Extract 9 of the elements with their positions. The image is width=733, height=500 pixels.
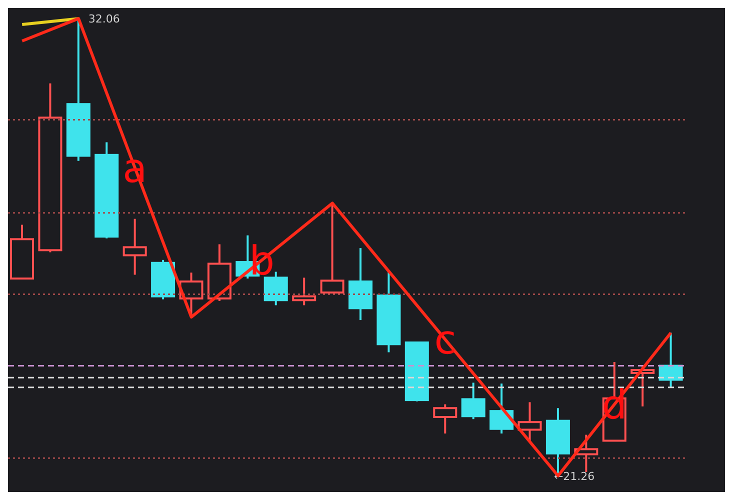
candlestick xyxy=(292,276,316,306)
candlestick xyxy=(518,401,542,443)
text: ←21.26 xyxy=(554,470,595,483)
candlestick xyxy=(490,382,514,435)
candlestick xyxy=(574,434,598,474)
candlestick xyxy=(461,382,486,420)
candlestick xyxy=(122,218,147,276)
text: 32.06 xyxy=(88,12,120,26)
candlestick xyxy=(433,403,458,435)
